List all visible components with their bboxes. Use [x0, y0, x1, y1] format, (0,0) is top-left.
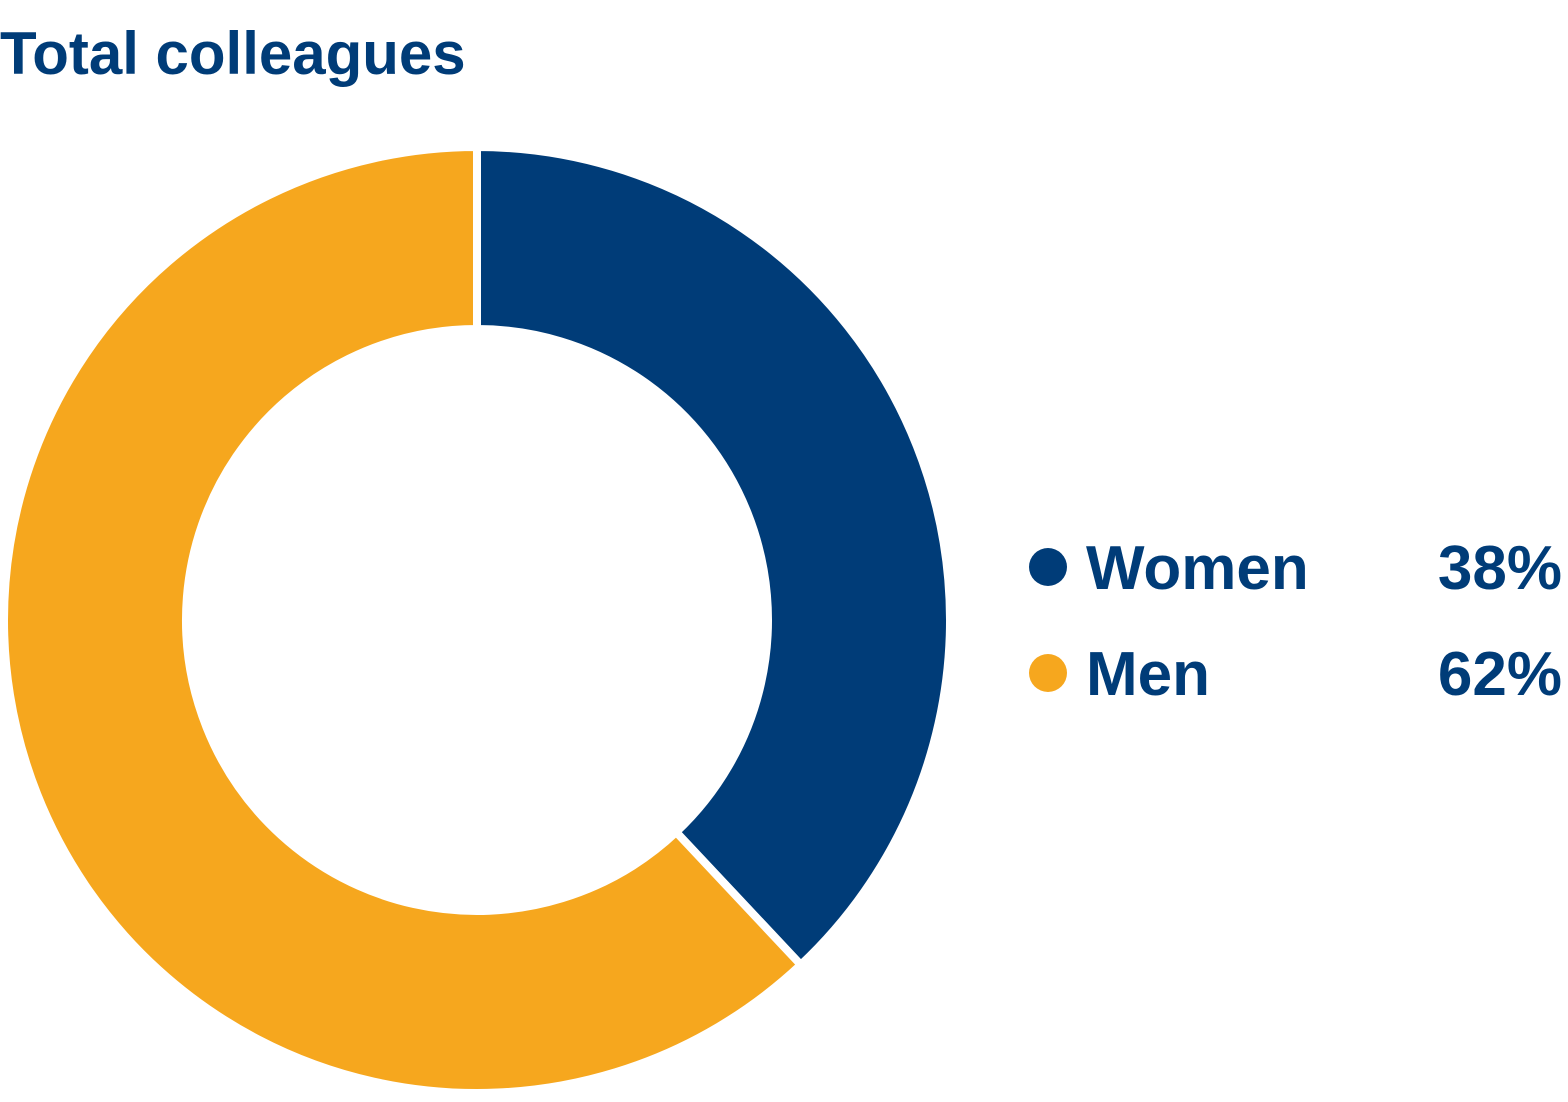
legend-label: Women — [1086, 534, 1309, 603]
slice — [473, 142, 954, 971]
legend-marker — [1029, 654, 1067, 692]
legend-label: Men — [1086, 640, 1210, 709]
value-label: 38% — [1438, 534, 1562, 603]
value-label: 62% — [1438, 640, 1562, 709]
slice — [0, 142, 807, 1097]
chart-title: Total colleagues — [0, 20, 466, 87]
legend-marker — [1029, 548, 1067, 586]
